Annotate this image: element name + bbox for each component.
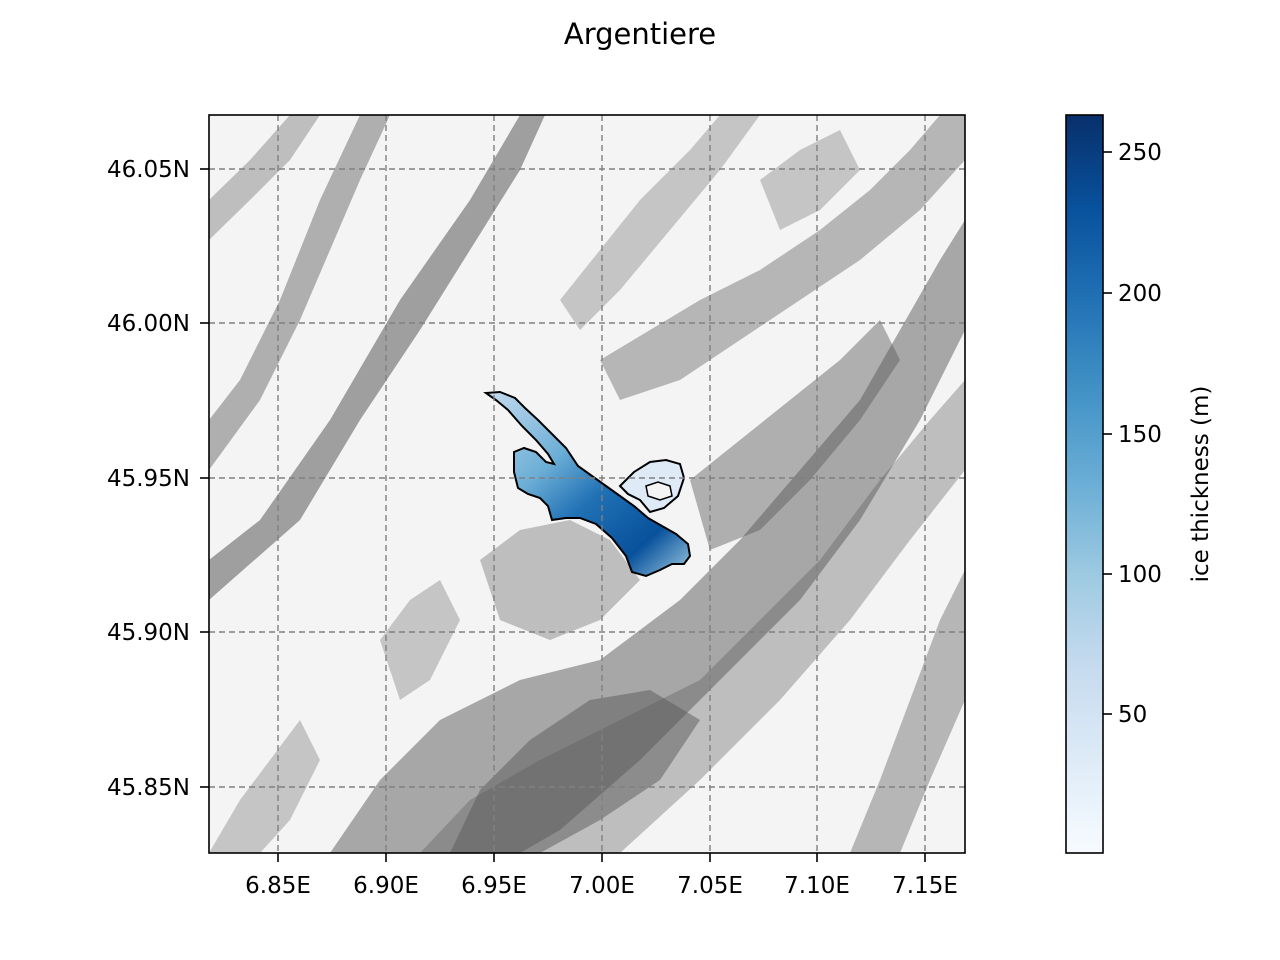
x-tick-label: 6.85E <box>245 873 311 899</box>
x-axis: 6.85E 6.90E 6.95E 7.00E 7.05E 7.10E 7.15… <box>245 853 958 899</box>
map-title: Argentiere <box>564 17 716 51</box>
x-tick-label: 6.95E <box>461 873 527 899</box>
map-panel <box>209 115 965 853</box>
y-tick-label: 45.90N <box>107 620 190 646</box>
y-tick-label: 45.95N <box>107 466 190 492</box>
y-axis: 46.05N 46.00N 45.95N 45.90N 45.85N <box>107 157 209 801</box>
x-tick-label: 7.05E <box>677 873 743 899</box>
glacier-ice-thickness <box>483 390 692 578</box>
x-tick-label: 7.15E <box>892 873 958 899</box>
y-tick-label: 46.05N <box>107 157 190 183</box>
x-tick-label: 6.90E <box>353 873 419 899</box>
colorbar-tick-label: 250 <box>1118 140 1162 166</box>
x-tick-label: 7.00E <box>569 873 635 899</box>
glacier-nunatak-outline <box>645 481 673 501</box>
colorbar-tick-label: 100 <box>1118 562 1162 588</box>
colorbar: 50 100 150 200 250 ice thickness (m) <box>1065 114 1214 854</box>
colorbar-label: ice thickness (m) <box>1188 386 1214 583</box>
y-tick-label: 46.00N <box>107 311 190 337</box>
x-tick-label: 7.10E <box>784 873 850 899</box>
colorbar-tick-label: 150 <box>1118 422 1162 448</box>
glacier <box>483 390 692 578</box>
y-tick-label: 45.85N <box>107 775 190 801</box>
colorbar-tick-label: 50 <box>1118 702 1147 728</box>
map-frame <box>208 114 966 854</box>
colorbar-tick-label: 200 <box>1118 281 1162 307</box>
colorbar-gradient <box>1065 114 1104 854</box>
map-gridlines <box>209 115 965 853</box>
